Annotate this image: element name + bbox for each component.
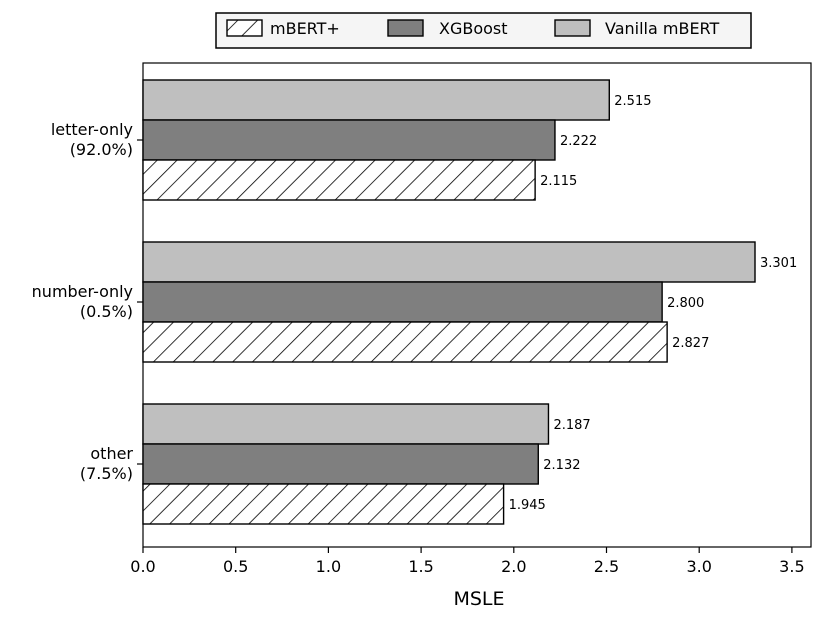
bar-xgboost-1 <box>142 281 663 323</box>
x-tick-label: 2.0 <box>501 557 526 576</box>
x-tick-label: 1.0 <box>316 557 341 576</box>
data-label: 1.945 <box>509 498 546 513</box>
x-axis-title: MSLE <box>453 588 504 610</box>
y-tick-sublabel: (7.5%) <box>80 464 133 483</box>
data-label: 2.800 <box>667 296 704 311</box>
data-label: 2.515 <box>614 94 651 109</box>
data-label: 2.222 <box>560 134 597 149</box>
x-tick-label: 0.0 <box>130 557 155 576</box>
bar-vanilla-mbert-1 <box>142 241 756 283</box>
legend-label-xgboost: XGBoost <box>439 19 508 38</box>
x-tick-label: 0.5 <box>223 557 248 576</box>
data-label: 3.301 <box>760 256 797 271</box>
legend-label-vanilla-mbert: Vanilla mBERT <box>605 19 720 38</box>
bar-xgboost-2 <box>142 443 539 485</box>
x-axis: 0.0 0.5 1.0 1.5 2.0 2.5 3.0 3.5 <box>130 547 805 576</box>
legend: mBERT+ XGBoost Vanilla mBERT <box>215 12 752 49</box>
data-label: 2.115 <box>540 174 577 189</box>
y-tick-label: other <box>90 444 133 463</box>
x-tick-label: 1.5 <box>408 557 433 576</box>
data-label: 2.187 <box>553 418 590 433</box>
y-tick-label: letter-only <box>51 120 133 139</box>
y-tick-label: number-only <box>32 282 133 301</box>
legend-swatch-xgboost <box>387 19 424 37</box>
legend-frame <box>215 12 752 49</box>
data-label: 2.132 <box>543 458 580 473</box>
bars: 2.515 2.222 2.115 3.301 2.800 2.827 2.187 2.132… <box>142 79 797 525</box>
y-tick-sublabel: (92.0%) <box>70 140 133 159</box>
bar-mbert--1 <box>142 321 668 363</box>
legend-swatch-mbert-plus <box>226 19 263 37</box>
legend-label-mbert-plus: mBERT+ <box>270 19 340 38</box>
bar-vanilla-mbert-2 <box>142 403 550 445</box>
y-tick-sublabel: (0.5%) <box>80 302 133 321</box>
bar-mbert--2 <box>142 483 505 525</box>
x-tick-label: 3.0 <box>686 557 711 576</box>
bar-vanilla-mbert-0 <box>142 79 610 121</box>
y-axis: letter-only(92.0%) number-only(0.5%) other… <box>32 120 143 483</box>
bar-xgboost-0 <box>142 119 556 161</box>
x-tick-label: 3.5 <box>779 557 804 576</box>
x-tick-label: 2.5 <box>594 557 619 576</box>
data-label: 2.827 <box>672 336 709 351</box>
legend-swatch-vanilla-mbert <box>554 19 591 37</box>
bar-mbert--0 <box>142 159 536 201</box>
